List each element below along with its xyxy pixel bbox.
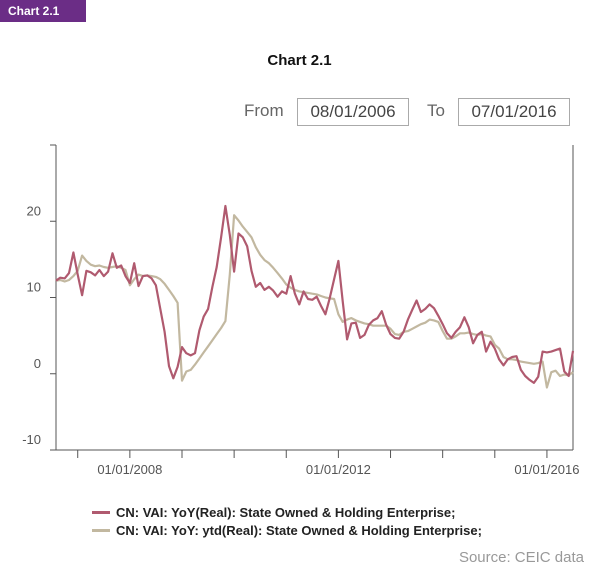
chart-series	[55, 204, 575, 389]
legend-swatch	[92, 510, 110, 514]
x-tick-label: 01/01/2008	[97, 462, 162, 477]
chart-title: Chart 2.1	[267, 52, 332, 69]
from-label: From	[244, 101, 284, 120]
source-note: Source: CEIC data	[458, 549, 584, 566]
y-tick-label: 10	[27, 280, 41, 295]
legend-label: CN: VAI: YoY: ytd(Real): State Owned & H…	[116, 522, 482, 538]
series-line-yoy	[55, 204, 575, 384]
legend-item-state-owned-yoy[interactable]: CN: VAI: YoY(Real): State Owned & Holdin…	[92, 503, 482, 521]
y-tick-label: 0	[34, 356, 41, 371]
legend-label: CN: VAI: YoY(Real): State Owned & Holdin…	[116, 504, 456, 520]
y-tick-label: -10	[22, 432, 41, 447]
x-tick-label: 01/01/2012	[306, 462, 371, 477]
y-tick-label: 20	[27, 203, 41, 218]
to-date-field[interactable]: 07/01/2016	[458, 98, 570, 126]
chart-axes: -10 0 10 20 01/01/2008 01/01/2012 01/01/2016	[22, 144, 579, 477]
series-line-ytd	[55, 214, 574, 389]
legend-swatch	[92, 528, 110, 532]
legend-item-state-owned-ytd[interactable]: CN: VAI: YoY: ytd(Real): State Owned & H…	[92, 521, 482, 539]
from-date-field[interactable]: 08/01/2006	[297, 98, 409, 126]
line-chart: -10 0 10 20 01/01/2008 01/01/2012 01/01/2016	[22, 144, 579, 477]
chart-legend: CN: VAI: YoY(Real): State Owned & Holdin…	[92, 503, 482, 539]
x-tick-label: 01/01/2016	[514, 462, 579, 477]
chart-badge: Chart 2.1	[0, 0, 86, 22]
to-label: To	[427, 101, 445, 120]
